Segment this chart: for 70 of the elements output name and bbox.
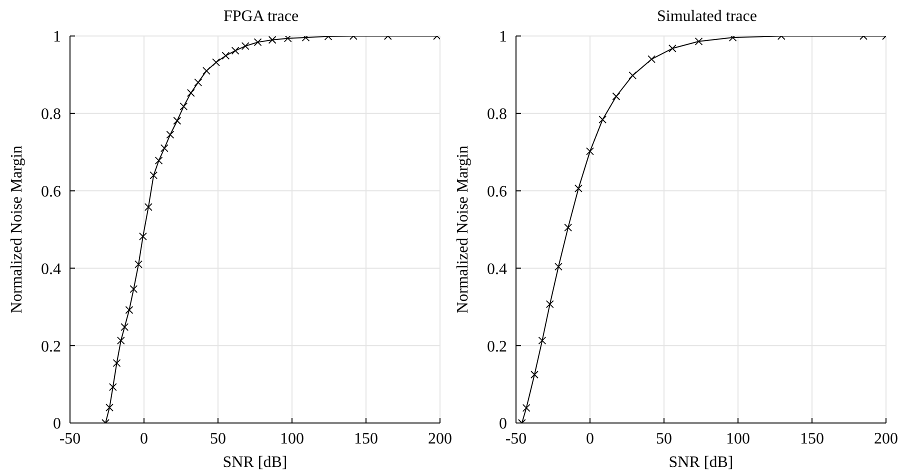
point [586, 147, 594, 156]
point [116, 336, 125, 345]
y-tick-label: 0.4 [41, 260, 61, 278]
point [554, 262, 562, 271]
x-tick-label: 100 [726, 430, 750, 448]
y-tick-label: 0.2 [487, 338, 507, 356]
point [612, 92, 620, 100]
x-tick-label: 200 [428, 430, 452, 448]
point [173, 116, 182, 125]
point [212, 58, 220, 66]
point [144, 203, 152, 212]
x-tick-label: 50 [210, 430, 226, 448]
point [130, 285, 138, 294]
chart-title: FPGA trace [222, 8, 300, 27]
point [231, 46, 240, 55]
point [194, 78, 202, 86]
point [108, 383, 117, 391]
point [546, 300, 554, 308]
point [254, 38, 262, 46]
point [112, 359, 121, 367]
x-axis-title: SNR [dB] [222, 454, 288, 471]
point [648, 55, 656, 64]
point [284, 36, 292, 42]
y-tick-label: 0.2 [41, 338, 61, 356]
x-tick-label: 50 [656, 430, 672, 448]
point [628, 72, 637, 80]
y-axis-title: Normalized Noise Margin [8, 146, 26, 314]
point [241, 42, 250, 50]
point [186, 88, 195, 97]
y-tick-label: 0 [499, 416, 507, 433]
point [134, 260, 142, 268]
point [139, 232, 147, 240]
y-tick-label: 1 [499, 28, 507, 46]
point [530, 370, 538, 379]
point [180, 102, 188, 110]
y-axis-title: Normalized Noise Margin [454, 146, 472, 314]
y-tick-label: 0.6 [487, 183, 507, 200]
x-tick-label: 0 [586, 430, 594, 448]
point [166, 130, 174, 139]
point [125, 306, 134, 314]
point [150, 171, 158, 180]
y-tick-label: 1 [53, 28, 61, 46]
x-tick-label: 150 [800, 430, 824, 448]
point [694, 37, 703, 46]
x-tick-label: -50 [505, 430, 527, 448]
point [574, 184, 582, 192]
y-tick-label: 0.6 [41, 183, 61, 200]
point [106, 404, 114, 412]
point [538, 336, 546, 345]
y-tick-label: 0.8 [487, 106, 507, 124]
point [160, 144, 168, 152]
point [598, 116, 607, 124]
x-tick-label: 100 [280, 430, 304, 448]
x-tick-label: 0 [140, 430, 148, 448]
y-tick-label: 0.4 [487, 260, 507, 278]
chart-title: Simulated trace [656, 8, 758, 27]
point [268, 36, 276, 44]
point [120, 323, 129, 331]
point [564, 224, 572, 232]
point [522, 404, 530, 412]
x-axis-title: SNR [dB] [668, 454, 734, 471]
point [202, 66, 210, 75]
x-tick-label: -50 [59, 430, 81, 448]
point [154, 156, 163, 165]
y-tick-label: 0.8 [41, 106, 61, 124]
point [668, 44, 676, 52]
y-tick-label: 0 [53, 416, 61, 433]
x-tick-label: 200 [874, 430, 898, 448]
x-tick-label: 150 [354, 430, 378, 448]
point [222, 52, 230, 60]
